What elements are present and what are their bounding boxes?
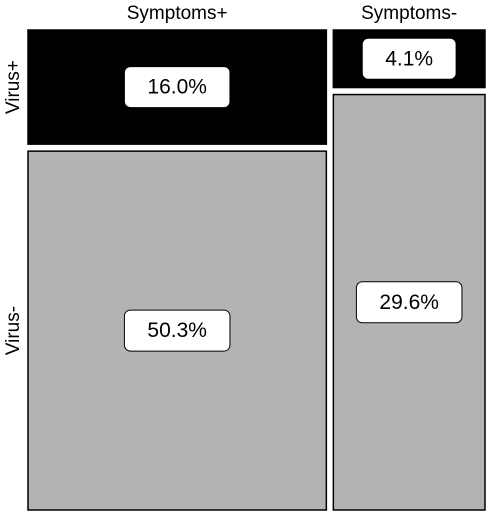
value-label: 4.1% [385,47,433,70]
row-label: Virus+ [3,60,24,114]
value-label: 50.3% [147,319,207,342]
label-box [123,66,231,109]
value-label: 16.0% [147,76,207,99]
value-label: 29.6% [379,291,439,314]
row-label: Virus- [3,306,24,355]
label-box [355,281,463,324]
label-box [123,309,231,352]
label-box [361,37,457,80]
column-label: Symptoms+ [127,3,228,24]
column-label: Symptoms- [361,3,457,24]
